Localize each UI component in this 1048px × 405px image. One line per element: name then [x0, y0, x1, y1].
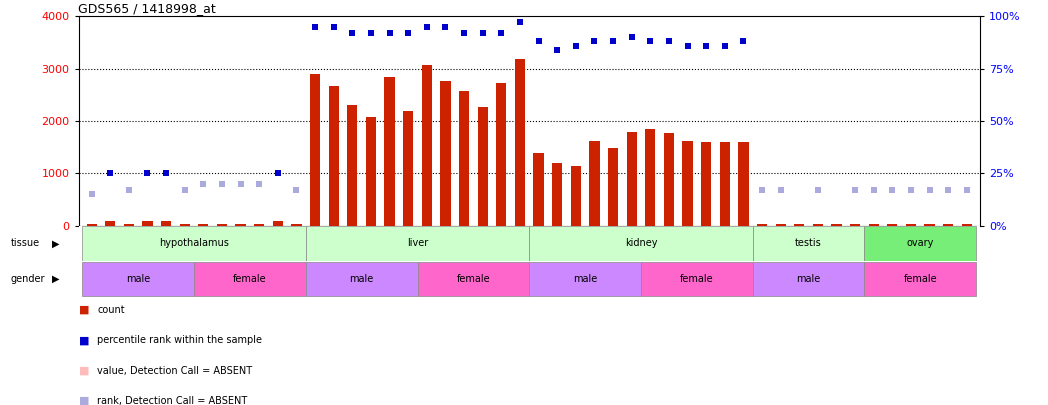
Bar — [533, 153, 544, 226]
Bar — [83, 226, 306, 260]
Text: ■: ■ — [79, 305, 89, 315]
Bar — [198, 224, 209, 226]
Bar — [943, 224, 954, 226]
Bar — [682, 141, 693, 226]
Bar — [865, 226, 976, 260]
Bar — [794, 224, 805, 226]
Bar — [924, 224, 935, 226]
Bar — [641, 262, 752, 296]
Text: male: male — [796, 274, 821, 284]
Bar — [272, 222, 283, 226]
Text: kidney: kidney — [625, 239, 657, 248]
Bar — [776, 224, 786, 226]
Bar — [347, 105, 357, 226]
Text: ■: ■ — [79, 396, 89, 405]
Bar — [905, 224, 916, 226]
Text: rank, Detection Call = ABSENT: rank, Detection Call = ABSENT — [97, 396, 247, 405]
Text: testis: testis — [795, 239, 822, 248]
Bar — [515, 59, 525, 226]
Bar — [627, 132, 637, 226]
Bar — [124, 224, 134, 226]
Bar — [831, 224, 842, 226]
Bar — [306, 226, 529, 260]
Text: female: female — [457, 274, 490, 284]
Bar — [496, 83, 506, 226]
Bar — [850, 224, 860, 226]
Bar — [440, 81, 451, 226]
Bar — [291, 224, 302, 226]
Bar — [161, 222, 171, 226]
Text: gender: gender — [10, 274, 45, 284]
Bar — [478, 107, 487, 226]
Bar — [310, 74, 321, 226]
Text: GDS565 / 1418998_at: GDS565 / 1418998_at — [78, 2, 216, 15]
Bar — [701, 142, 712, 226]
Text: male: male — [573, 274, 597, 284]
Bar — [752, 262, 865, 296]
Text: percentile rank within the sample: percentile rank within the sample — [97, 335, 262, 345]
Text: female: female — [680, 274, 714, 284]
Bar — [87, 224, 96, 226]
Bar — [552, 163, 563, 226]
Bar — [529, 262, 641, 296]
Text: female: female — [233, 274, 267, 284]
Text: ■: ■ — [79, 366, 89, 376]
Bar — [646, 129, 655, 226]
Bar — [608, 148, 618, 226]
Bar — [217, 224, 227, 226]
Bar — [194, 262, 306, 296]
Bar — [366, 117, 376, 226]
Bar — [105, 222, 115, 226]
Bar — [888, 224, 897, 226]
Bar — [962, 224, 971, 226]
Bar — [869, 224, 879, 226]
Text: male: male — [350, 274, 374, 284]
Bar — [459, 91, 470, 226]
Text: ▶: ▶ — [52, 274, 60, 284]
Text: tissue: tissue — [10, 239, 40, 248]
Text: female: female — [903, 274, 937, 284]
Bar — [752, 226, 865, 260]
Text: liver: liver — [407, 239, 429, 248]
Bar — [529, 226, 752, 260]
Bar — [421, 65, 432, 226]
Bar — [179, 224, 190, 226]
Bar — [757, 224, 767, 226]
Bar — [571, 166, 581, 226]
Text: count: count — [97, 305, 125, 315]
Text: ■: ■ — [79, 335, 89, 345]
Bar — [589, 141, 599, 226]
Bar — [403, 111, 413, 226]
Bar — [143, 222, 153, 226]
Text: hypothalamus: hypothalamus — [159, 239, 230, 248]
Bar — [385, 77, 395, 226]
Text: male: male — [126, 274, 150, 284]
Bar — [417, 262, 529, 296]
Bar — [254, 224, 264, 226]
Bar — [720, 142, 729, 226]
Bar — [663, 134, 674, 226]
Text: ▶: ▶ — [52, 239, 60, 248]
Text: value, Detection Call = ABSENT: value, Detection Call = ABSENT — [97, 366, 253, 376]
Bar — [329, 86, 339, 226]
Bar — [813, 224, 823, 226]
Bar — [738, 142, 748, 226]
Bar — [306, 262, 417, 296]
Bar — [83, 262, 194, 296]
Bar — [865, 262, 976, 296]
Bar — [236, 224, 245, 226]
Text: ovary: ovary — [907, 239, 934, 248]
